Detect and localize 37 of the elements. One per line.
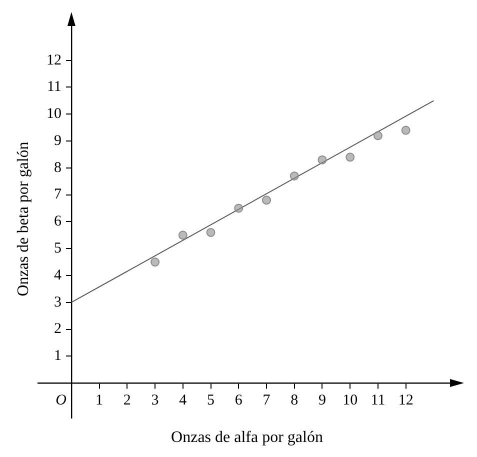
y-tick-label: 8	[54, 160, 62, 176]
point	[346, 152, 355, 162]
x-tick-label: 4	[179, 392, 188, 408]
point	[178, 230, 188, 240]
y-tick-label: 9	[54, 132, 62, 149]
y-tick-label: 2	[54, 321, 62, 338]
y-tick-label: 5	[54, 240, 62, 257]
x-tick-label: 9	[318, 392, 326, 408]
point	[150, 258, 160, 267]
y-tick-label: 11	[46, 79, 62, 96]
y-tick-label: 4	[54, 267, 62, 284]
y-tick-label: 7	[54, 186, 62, 203]
point	[318, 155, 327, 164]
point	[234, 204, 244, 213]
x-tick-label: 7	[262, 392, 271, 408]
y-tick-label: 10	[46, 106, 62, 122]
point	[401, 126, 410, 135]
x-tick-label: 1	[96, 392, 104, 408]
x-tick-label: 5	[207, 392, 215, 408]
y-axis-title: Onzas de beta por galón	[15, 142, 32, 296]
x-tick-label: 10	[342, 392, 358, 408]
point	[290, 171, 299, 180]
y-tick-label: 6	[54, 214, 62, 230]
x-tick-label: 12	[398, 392, 414, 408]
y-tick-label: 1	[54, 348, 62, 364]
x-tick-label: 3	[151, 392, 159, 408]
point	[373, 131, 382, 140]
x-tick-label: 2	[123, 392, 131, 408]
x-tick-label: 11	[370, 392, 386, 408]
annotation: O	[56, 392, 67, 408]
x-axis-title: Onzas de alfa por galón	[171, 429, 323, 446]
point	[206, 228, 216, 237]
x-tick-label: 6	[234, 392, 243, 408]
point	[262, 196, 272, 205]
y-tick-label: 3	[54, 294, 62, 310]
y-tick-label: 12	[46, 52, 62, 68]
x-tick-label: 8	[290, 392, 298, 408]
